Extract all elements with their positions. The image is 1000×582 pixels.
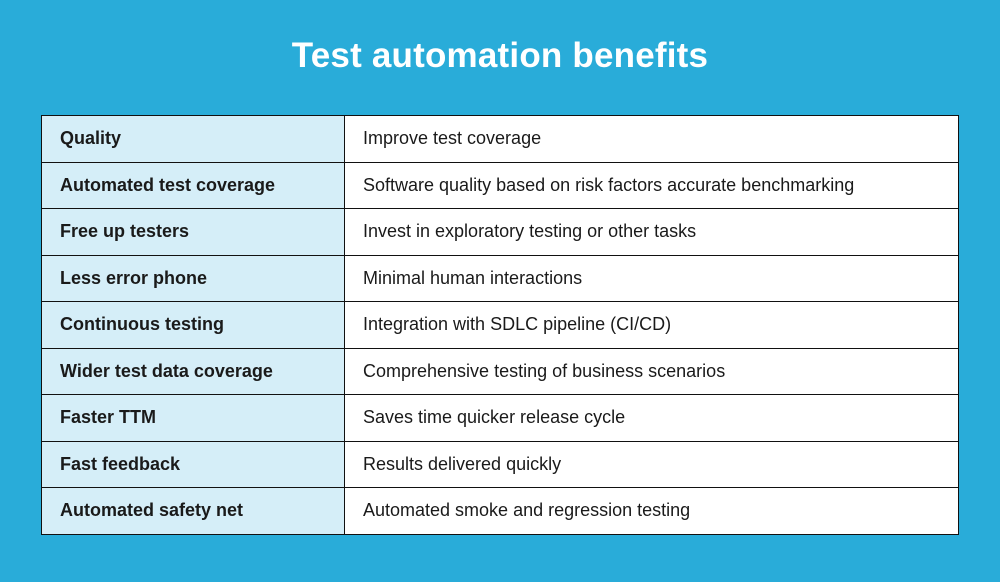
- benefit-cell: Free up testers: [41, 208, 345, 256]
- benefit-cell: Automated safety net: [41, 487, 345, 535]
- benefit-cell: Wider test data coverage: [41, 347, 345, 395]
- table-row: Wider test data coverage Comprehensive te…: [41, 347, 959, 395]
- description-cell: Results delivered quickly: [344, 440, 959, 488]
- benefit-cell: Faster TTM: [41, 394, 345, 442]
- table-row: Free up testers Invest in exploratory tes…: [41, 208, 959, 256]
- table-row: Fast feedback Results delivered quickly: [41, 440, 959, 488]
- description-cell: Minimal human interactions: [344, 254, 959, 302]
- table-row: Automated safety net Automated smoke and …: [41, 487, 959, 535]
- description-cell: Software quality based on risk factors a…: [344, 161, 959, 209]
- benefit-cell: Automated test coverage: [41, 161, 345, 209]
- table-row: Continuous testing Integration with SDLC …: [41, 301, 959, 349]
- benefits-table: Quality Improve test coverage Automated te…: [41, 115, 959, 535]
- page-title: Test automation benefits: [291, 36, 709, 75]
- description-cell: Saves time quicker release cycle: [344, 394, 959, 442]
- table-row: Faster TTM Saves time quicker release cyc…: [41, 394, 959, 442]
- benefit-cell: Continuous testing: [41, 301, 345, 349]
- benefit-cell: Fast feedback: [41, 440, 345, 488]
- description-cell: Integration with SDLC pipeline (CI/CD): [344, 301, 959, 349]
- description-cell: Improve test coverage: [344, 115, 959, 163]
- description-cell: Automated smoke and regression testing: [344, 487, 959, 535]
- benefit-cell: Quality: [41, 115, 345, 163]
- table-row: Automated test coverage Software quality …: [41, 161, 959, 209]
- description-cell: Invest in exploratory testing or other t…: [344, 208, 959, 256]
- benefit-cell: Less error phone: [41, 254, 345, 302]
- table-row: Quality Improve test coverage: [41, 115, 959, 163]
- description-cell: Comprehensive testing of business scenar…: [344, 347, 959, 395]
- table-row: Less error phone Minimal human interactio…: [41, 254, 959, 302]
